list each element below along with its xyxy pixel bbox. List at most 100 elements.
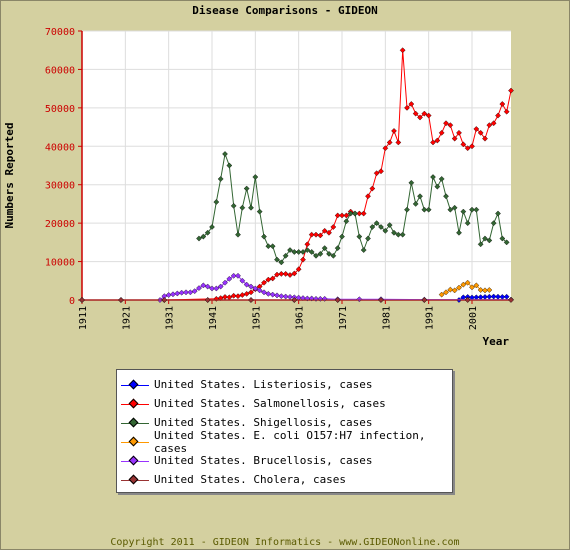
legend-item: United States. Salmonellosis, cases	[117, 394, 452, 413]
legend-label: United States. E. coli O157:H7 infection…	[154, 428, 426, 455]
data-point	[404, 206, 410, 213]
x-tick-label: 1941	[208, 306, 219, 330]
data-point	[300, 295, 306, 301]
data-point	[443, 193, 449, 200]
data-point	[469, 284, 475, 291]
plot-area	[82, 31, 511, 300]
data-point	[226, 162, 233, 169]
data-point	[434, 183, 441, 190]
data-point	[295, 249, 302, 255]
data-point	[282, 252, 289, 259]
data-point	[438, 129, 445, 136]
data-point	[274, 256, 280, 263]
data-point	[282, 270, 289, 277]
data-point	[334, 245, 341, 252]
data-point	[282, 293, 289, 300]
data-point	[343, 212, 350, 219]
data-point	[339, 212, 345, 219]
legend-item: United States. Brucellosis, cases	[117, 451, 452, 470]
data-point	[456, 129, 462, 136]
data-point	[269, 291, 276, 298]
data-point	[291, 249, 298, 255]
data-point	[430, 139, 436, 146]
data-point	[321, 227, 328, 234]
data-point	[304, 241, 311, 248]
x-tick-label: 1991	[425, 306, 436, 330]
data-point	[477, 241, 484, 248]
data-point	[391, 128, 397, 134]
data-point	[460, 281, 467, 288]
data-point	[447, 206, 454, 213]
data-point	[265, 276, 272, 283]
data-point	[300, 256, 306, 263]
data-point	[386, 222, 393, 228]
data-point	[499, 235, 506, 242]
data-point	[386, 139, 393, 146]
legend-label: United States. Salmonellosis, cases	[154, 397, 386, 410]
data-point	[222, 151, 228, 157]
data-point	[304, 247, 311, 253]
legend-label: United States. Cholera, cases	[154, 473, 347, 486]
data-point	[291, 297, 298, 303]
x-tick-label: 2001	[468, 306, 479, 330]
data-point	[369, 185, 376, 192]
x-tick-label: 1971	[338, 306, 349, 330]
data-point	[269, 275, 276, 282]
legend-label: United States. Shigellosis, cases	[154, 416, 373, 429]
data-point	[265, 290, 272, 297]
data-point	[295, 266, 302, 273]
data-point	[477, 129, 484, 136]
data-point	[495, 112, 501, 119]
data-point	[334, 212, 341, 219]
data-point	[508, 297, 514, 303]
data-point	[248, 297, 254, 303]
data-point	[178, 289, 185, 296]
data-point	[200, 282, 207, 289]
data-point	[265, 243, 272, 250]
data-point	[451, 135, 458, 142]
data-point	[261, 289, 267, 296]
data-point	[503, 108, 510, 115]
data-point	[482, 287, 488, 294]
data-point	[365, 235, 371, 242]
data-point	[464, 279, 471, 286]
data-point	[239, 277, 246, 284]
data-point	[308, 231, 315, 238]
data-point	[486, 122, 493, 129]
data-point	[321, 295, 328, 302]
data-point	[456, 284, 462, 291]
y-tick-label: 40000	[45, 142, 75, 153]
legend-marker-icon	[121, 379, 149, 390]
data-point	[360, 210, 367, 217]
data-point	[378, 297, 384, 303]
legend-marker-icon	[121, 436, 149, 447]
y-tick-label: 20000	[45, 219, 75, 230]
data-point	[360, 247, 367, 253]
data-point	[183, 289, 189, 296]
data-point	[399, 47, 406, 54]
data-point	[308, 295, 315, 302]
data-point	[204, 283, 211, 290]
legend-marker-icon	[121, 474, 149, 485]
data-point	[421, 206, 428, 213]
data-point	[382, 227, 389, 234]
data-point	[243, 290, 250, 297]
data-point	[196, 285, 202, 291]
data-point	[313, 252, 319, 259]
data-point	[79, 297, 85, 303]
data-point	[399, 231, 406, 238]
data-point	[408, 179, 415, 186]
y-axis-title: Numbers Reported	[3, 123, 16, 229]
data-point	[460, 208, 467, 215]
data-point	[321, 245, 328, 252]
data-point	[200, 233, 207, 240]
data-point	[456, 229, 462, 236]
data-point	[490, 120, 497, 127]
data-point	[425, 206, 432, 213]
legend-marker-icon	[121, 455, 149, 466]
data-point	[256, 287, 263, 294]
data-point	[239, 292, 246, 298]
data-point	[430, 174, 436, 180]
data-point	[447, 122, 454, 129]
data-point	[213, 285, 220, 292]
